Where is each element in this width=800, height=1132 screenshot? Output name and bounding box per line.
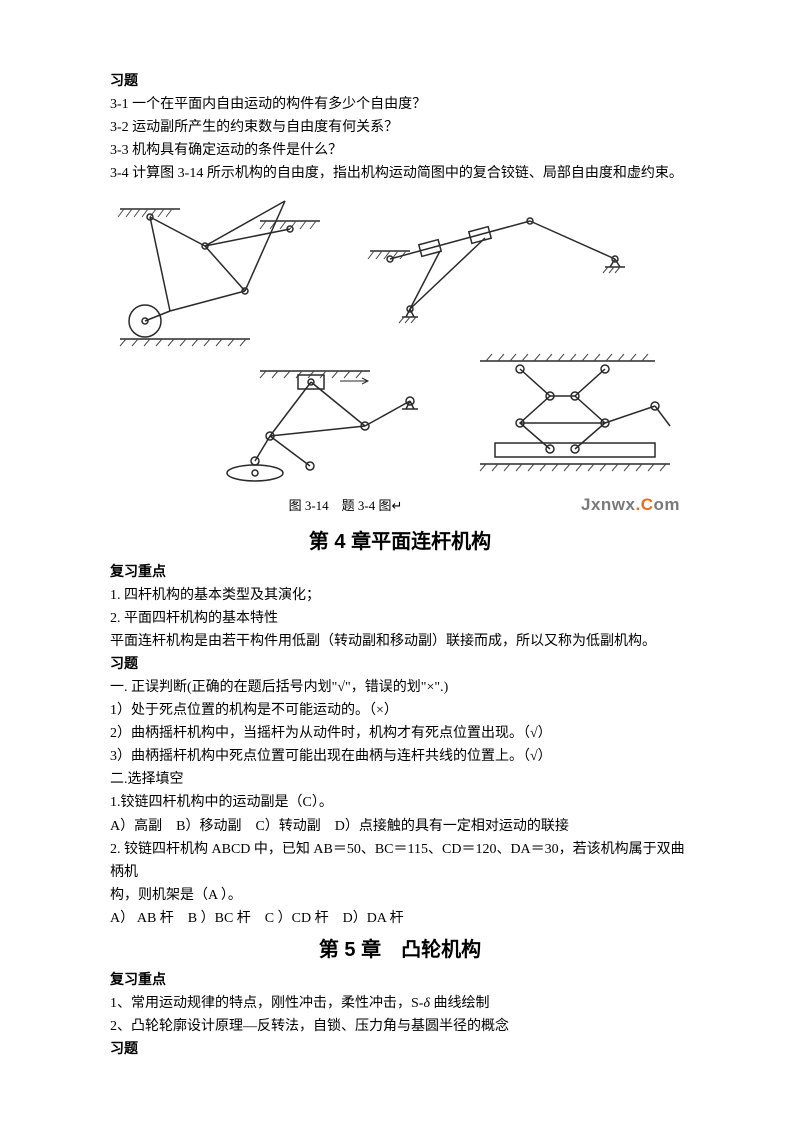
figure-3-14	[110, 191, 690, 491]
mechanism-diagrams-svg	[110, 191, 690, 491]
tf-item-2: 2）曲柄摇杆机构中，当摇杆为从动件时，机构才有死点位置出现。（√）	[110, 722, 690, 745]
mc-item-2-options: A） AB 杆 B ）BC 杆 C ）CD 杆 D）DA 杆	[110, 907, 690, 930]
chapter-4-title: 第 4 章平面连杆机构	[110, 526, 690, 559]
mc-item-2b: 构，则机架是（A ）。	[110, 884, 690, 907]
tf-item-3: 3）曲柄摇杆机构中死点位置可能出现在曲柄与连杆共线的位置上。（√）	[110, 745, 690, 768]
question-3-1: 3-1 一个在平面内自由运动的构件有多少个自由度？	[110, 93, 690, 116]
review-heading-ch4: 复习重点	[110, 561, 690, 584]
exercise-heading-ch5: 习题	[110, 1038, 690, 1061]
review-heading-ch5: 复习重点	[110, 969, 690, 992]
mc-item-1: 1.铰链四杆机构中的运动副是（C）。	[110, 791, 690, 814]
ch4-review-3: 平面连杆机构是由若干构件用低副（转动副和移动副）联接而成，所以又称为低副机构。	[110, 630, 690, 653]
tf-heading: 一. 正误判断(正确的在题后括号内划"√"，错误的划"×".)	[110, 676, 690, 699]
mc-heading: 二.选择填空	[110, 768, 690, 791]
chapter-5-title: 第 5 章 凸轮机构	[110, 934, 690, 967]
figure-caption: 图 3-14 题 3-4 图↵	[110, 495, 581, 516]
mc-item-1-options: A）高副 B）移动副 C）转动副 D）点接触的具有一定相对运动的联接	[110, 815, 690, 838]
question-3-2: 3-2 运动副所产生的约束数与自由度有何关系？	[110, 116, 690, 139]
ch5-review-2: 2、凸轮轮廓设计原理—反转法，自锁、压力角与基圆半径的概念	[110, 1015, 690, 1038]
section-heading-exercises: 习题	[110, 70, 690, 93]
watermark-text: Jxnwx.Com	[581, 491, 680, 519]
ch5-review-1: 1、常用运动规律的特点，刚性冲击，柔性冲击，S-δ 曲线绘制	[110, 992, 690, 1015]
ch4-review-1: 1. 四杆机构的基本类型及其演化；	[110, 584, 690, 607]
ch4-review-2: 2. 平面四杆机构的基本特性	[110, 607, 690, 630]
question-3-4: 3-4 计算图 3-14 所示机构的自由度，指出机构运动简图中的复合铰链、局部自…	[110, 162, 690, 185]
tf-item-1: 1）处于死点位置的机构是不可能运动的。（×）	[110, 699, 690, 722]
exercise-heading-ch4: 习题	[110, 653, 690, 676]
figure-caption-row: 图 3-14 题 3-4 图↵ Jxnwx.Com	[110, 491, 690, 521]
mc-item-2a: 2. 铰链四杆机构 ABCD 中，已知 AB＝50、BC＝115、CD＝120、…	[110, 838, 690, 884]
question-3-3: 3-3 机构具有确定运动的条件是什么？	[110, 139, 690, 162]
